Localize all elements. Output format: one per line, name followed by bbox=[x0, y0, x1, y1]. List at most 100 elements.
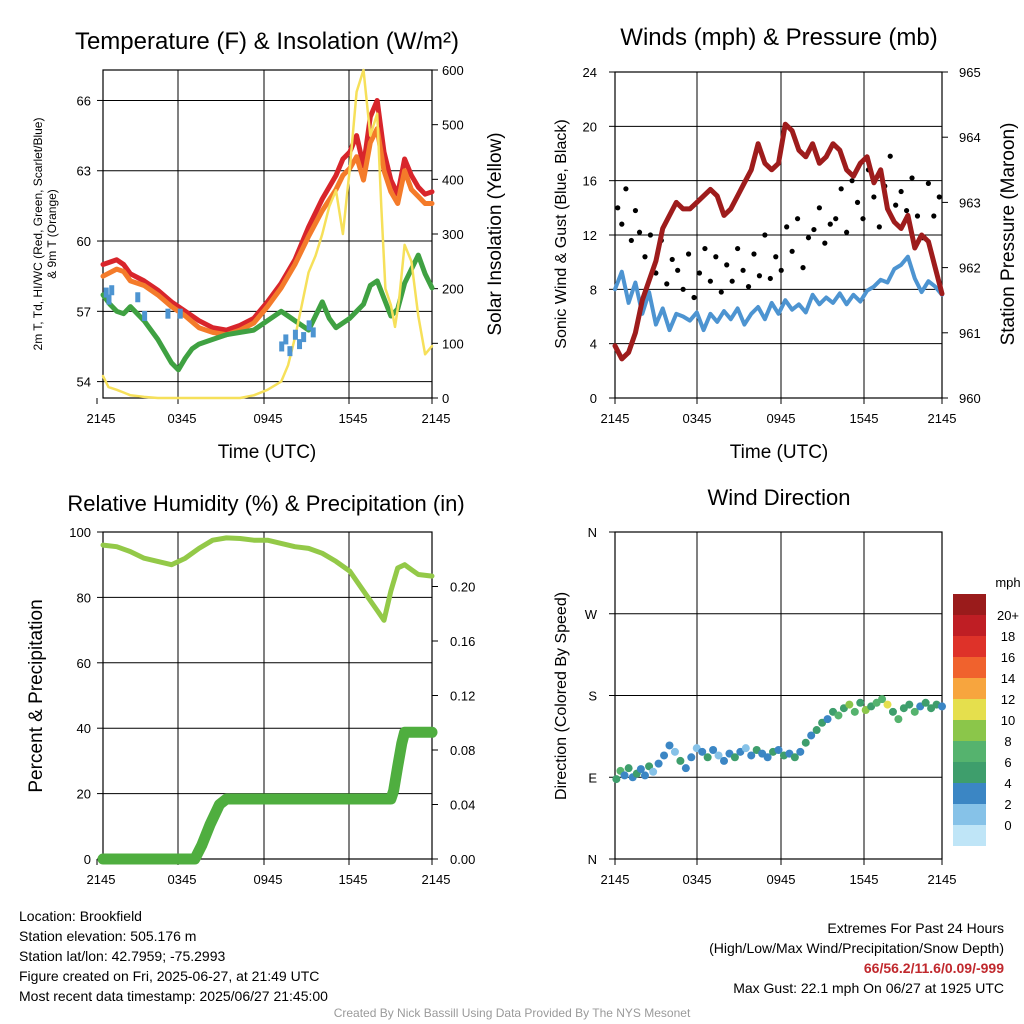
data-point bbox=[822, 240, 828, 246]
colorbar-swatch bbox=[953, 741, 986, 762]
y-tick-label-left: 16 bbox=[583, 174, 597, 189]
data-point bbox=[763, 753, 772, 762]
data-point bbox=[740, 267, 746, 273]
data-point bbox=[165, 308, 171, 319]
data-point bbox=[774, 746, 783, 754]
series-line bbox=[100, 126, 435, 338]
data-point bbox=[844, 229, 850, 235]
x-tick-label: 2145 bbox=[601, 872, 630, 887]
data-point bbox=[310, 327, 316, 338]
x-tick-label: 2145 bbox=[422, 411, 451, 426]
y-tick-label-right: 600 bbox=[442, 63, 464, 78]
data-point bbox=[647, 232, 654, 238]
data-point bbox=[898, 188, 904, 195]
data-point bbox=[628, 237, 634, 244]
x-tick-label: 2145 bbox=[601, 411, 630, 426]
data-point bbox=[636, 229, 643, 235]
data-point bbox=[838, 186, 844, 192]
data-point bbox=[670, 747, 679, 756]
x-tick-label: 2145 bbox=[87, 411, 116, 426]
data-point bbox=[876, 224, 882, 230]
series-line bbox=[612, 121, 945, 362]
data-point bbox=[669, 256, 675, 263]
y-tick-label-right: 964 bbox=[959, 130, 981, 145]
station-info: Location: Brookfield Station elevation: … bbox=[19, 906, 328, 1006]
y-tick-label-right: 0.16 bbox=[450, 634, 475, 649]
y-axis-label-left: Sonic Wind & Gust (Blue, Black) bbox=[553, 119, 570, 348]
data-point bbox=[676, 756, 685, 765]
data-point bbox=[702, 245, 708, 252]
data-point bbox=[615, 205, 621, 211]
data-point bbox=[665, 741, 674, 750]
y-tick-label-right: 963 bbox=[959, 195, 981, 210]
credit-text: Created By Nick Bassill Using Data Provi… bbox=[333, 1006, 691, 1020]
data-point bbox=[619, 221, 625, 227]
y-tick-label-left: 20 bbox=[583, 119, 597, 134]
y-tick-label-right: 100 bbox=[442, 336, 464, 351]
data-point bbox=[827, 221, 833, 227]
data-point bbox=[675, 267, 681, 273]
data-point bbox=[888, 707, 897, 716]
y-axis-label-left: 2m T, Td, HI/WC (Red, Green, Scarlet/Blu… bbox=[31, 118, 45, 351]
data-point bbox=[850, 707, 859, 716]
data-point bbox=[279, 341, 285, 352]
data-point bbox=[860, 216, 866, 222]
colorbar-swatch bbox=[953, 804, 986, 825]
x-tick-label: 1545 bbox=[850, 411, 879, 426]
data-point bbox=[893, 202, 899, 208]
data-point bbox=[903, 207, 910, 214]
colorbar-label: 2 bbox=[1004, 797, 1011, 812]
x-axis-label: Time (UTC) bbox=[730, 442, 829, 463]
y-tick-label-left: 80 bbox=[77, 590, 91, 605]
colorbar-label: 4 bbox=[1004, 776, 1011, 791]
series-line bbox=[100, 535, 435, 623]
data-point bbox=[931, 213, 937, 219]
y-tick-label-left: 60 bbox=[77, 656, 91, 671]
data-point bbox=[751, 251, 757, 257]
y-tick-label-left: 12 bbox=[583, 228, 597, 243]
data-point bbox=[680, 286, 686, 292]
y-tick-label-left: E bbox=[588, 770, 597, 785]
location-text: Location: Brookfield bbox=[19, 908, 142, 924]
y-axis-label-right: Solar Insolation (Yellow) bbox=[485, 132, 506, 335]
data-point bbox=[292, 329, 298, 340]
extremes-title: Extremes For Past 24 Hours bbox=[827, 920, 1004, 936]
data-point bbox=[914, 213, 921, 219]
figure-canvas: 2145 0345 0945 1545 214554576063660100200300… bbox=[26, 24, 1021, 887]
y-tick-label-left: N bbox=[588, 852, 597, 867]
y-tick-label-left: 57 bbox=[77, 304, 91, 319]
colorbar-swatch bbox=[953, 720, 986, 741]
x-tick-label: 0345 bbox=[683, 872, 712, 887]
data-point bbox=[936, 194, 942, 200]
data-point bbox=[649, 767, 658, 776]
y-tick-label-left: 54 bbox=[77, 375, 91, 390]
data-point bbox=[887, 153, 893, 159]
colorbar-swatch bbox=[953, 636, 986, 657]
latlon-text: Station lat/lon: 42.7959; -75.2993 bbox=[19, 948, 226, 964]
x-tick-label: 0945 bbox=[767, 872, 796, 887]
x-tick-label: 0345 bbox=[683, 411, 712, 426]
data-point bbox=[612, 775, 621, 784]
chart-title: Winds (mph) & Pressure (mb) bbox=[620, 24, 937, 51]
x-axis-label: Time (UTC) bbox=[218, 442, 317, 463]
data-point bbox=[103, 287, 109, 298]
data-point bbox=[811, 226, 817, 233]
data-point bbox=[910, 707, 919, 716]
y-tick-label-right: 961 bbox=[959, 326, 981, 341]
y-tick-label-left: N bbox=[588, 525, 597, 540]
series-line bbox=[613, 254, 944, 333]
y-tick-label-right: 0.12 bbox=[450, 689, 475, 704]
series-line bbox=[100, 98, 435, 333]
colorbar-label: 16 bbox=[1001, 650, 1015, 665]
data-point bbox=[800, 265, 806, 271]
data-point bbox=[301, 332, 307, 343]
y-tick-label-left: 0 bbox=[590, 391, 597, 406]
data-point bbox=[790, 753, 799, 762]
data-point bbox=[796, 747, 805, 756]
data-point bbox=[878, 695, 887, 704]
max-gust-text: Max Gust: 22.1 mph On 06/27 at 1925 UTC bbox=[733, 980, 1004, 996]
data-point bbox=[854, 199, 861, 205]
recent-text: Most recent data timestamp: 2025/06/27 2… bbox=[19, 988, 328, 1004]
x-tick-label: 2145 bbox=[87, 872, 116, 887]
data-point bbox=[698, 747, 707, 756]
